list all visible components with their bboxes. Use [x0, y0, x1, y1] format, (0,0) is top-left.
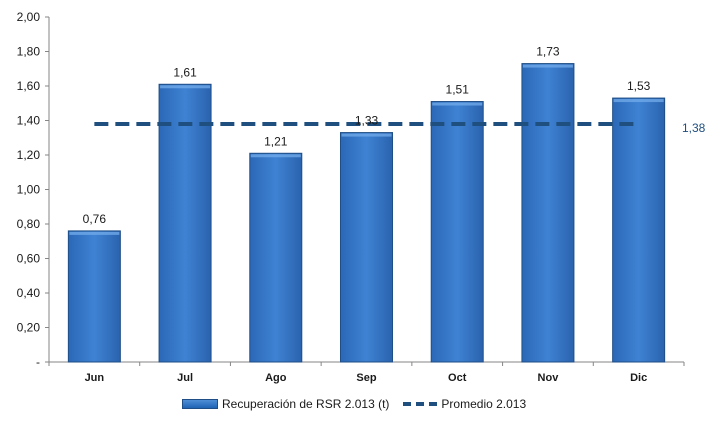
bar	[612, 97, 666, 363]
y-tick-label: -	[36, 355, 40, 369]
y-tick-label: 1,20	[17, 148, 41, 162]
bar-value-label: 1,73	[536, 45, 560, 59]
bar	[249, 152, 303, 363]
y-tick-label: 2,00	[17, 10, 41, 24]
legend-average-label: Promedio 2.013	[441, 397, 527, 411]
bar-value-label: 1,61	[173, 65, 197, 79]
bar-highlight	[432, 102, 483, 106]
bar-value-label: 1,53	[627, 79, 651, 93]
bar-highlight	[522, 64, 573, 68]
bar-value-label: 0,76	[83, 212, 107, 226]
y-tick-label: 1,80	[17, 45, 41, 59]
bar	[158, 83, 212, 363]
bar-highlight	[613, 99, 664, 103]
legend-bar-label: Recuperación de RSR 2.013 (t)	[222, 397, 390, 411]
x-tick-label: Jul	[177, 372, 193, 384]
x-tick-label: Nov	[538, 372, 560, 384]
legend: Recuperación de RSR 2.013 (t) Promedio 2…	[182, 397, 526, 411]
y-tick-label: 0,40	[17, 286, 41, 300]
y-tick-label: 1,00	[17, 183, 41, 197]
bar	[67, 230, 121, 363]
y-tick-label: 1,60	[17, 79, 41, 93]
x-tick-label: Oct	[448, 372, 467, 384]
y-tick-label: 1,40	[17, 114, 41, 128]
bar	[340, 132, 393, 363]
y-tick-label: 0,60	[17, 252, 41, 266]
bar-highlight	[250, 154, 301, 158]
bar-value-label: 1,33	[355, 114, 379, 128]
bar-highlight	[69, 231, 120, 235]
bar-highlight	[160, 85, 211, 89]
bar-value-label: 1,51	[446, 83, 470, 97]
bar-value-label: 1,21	[264, 134, 288, 148]
average-value-label: 1,38	[682, 121, 706, 135]
x-tick-label: Dic	[630, 372, 647, 384]
y-tick-label: 0,20	[17, 321, 41, 335]
bar	[430, 101, 484, 363]
legend-average-swatch	[403, 402, 438, 406]
x-tick-label: Jun	[85, 372, 105, 384]
y-tick-label: 0,80	[17, 217, 41, 231]
x-tick-label: Sep	[356, 372, 376, 384]
legend-bar-swatch	[182, 399, 218, 409]
x-tick-label: Ago	[265, 372, 287, 384]
bar-highlight	[341, 133, 392, 137]
bar	[521, 63, 575, 363]
